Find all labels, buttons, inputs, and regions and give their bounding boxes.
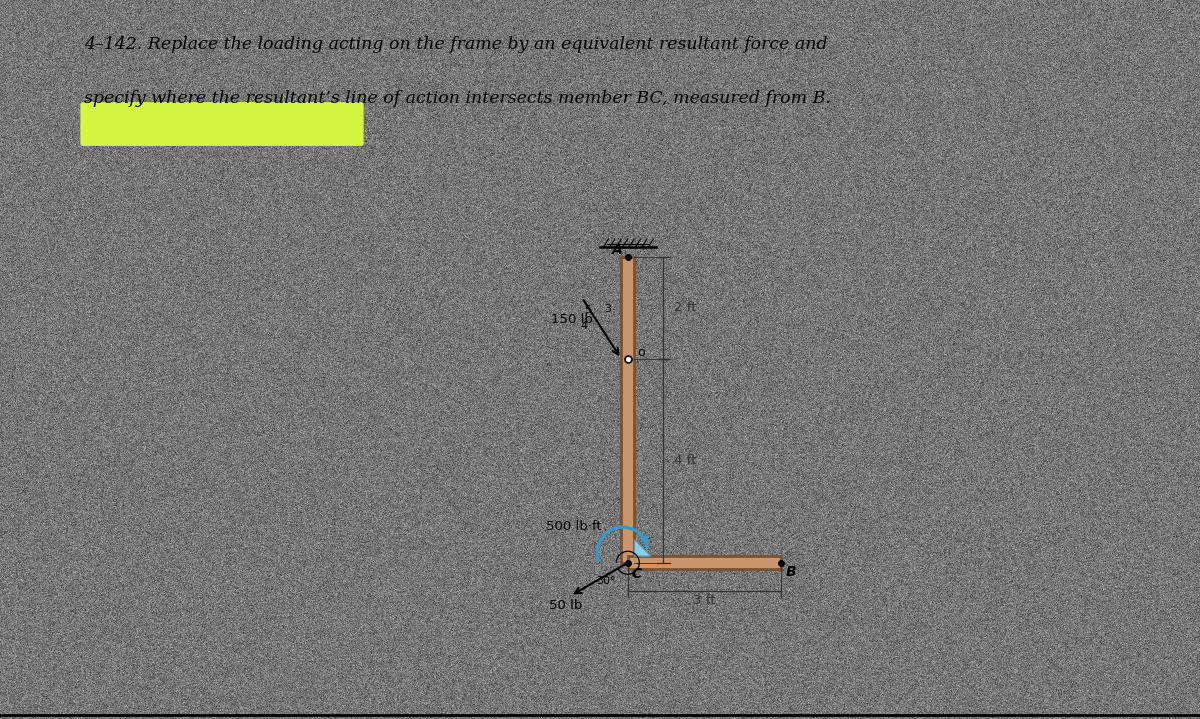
Text: C: C bbox=[632, 567, 642, 581]
Text: 50 lb: 50 lb bbox=[548, 599, 582, 612]
Text: 4–142. Replace the loading acting on the frame by an equivalent resultant force : 4–142. Replace the loading acting on the… bbox=[84, 36, 828, 53]
Text: specify where the resultant’s line of action intersects member BC, measured from: specify where the resultant’s line of ac… bbox=[84, 90, 830, 107]
Text: o: o bbox=[637, 347, 644, 360]
Text: 4: 4 bbox=[580, 321, 587, 331]
Text: 5: 5 bbox=[584, 305, 592, 315]
Polygon shape bbox=[628, 557, 781, 569]
Text: 150 lb: 150 lb bbox=[551, 313, 593, 326]
Text: A: A bbox=[612, 243, 623, 257]
Text: 30°: 30° bbox=[596, 576, 616, 586]
Text: 3 ft: 3 ft bbox=[694, 594, 715, 607]
Text: 500 lb·ft: 500 lb·ft bbox=[546, 520, 602, 533]
Text: 2 ft: 2 ft bbox=[673, 301, 696, 314]
Text: 4 ft: 4 ft bbox=[673, 454, 696, 467]
Text: 3: 3 bbox=[604, 304, 611, 314]
Polygon shape bbox=[622, 257, 635, 563]
Text: B: B bbox=[786, 564, 797, 579]
FancyBboxPatch shape bbox=[80, 102, 364, 146]
Polygon shape bbox=[635, 539, 650, 557]
